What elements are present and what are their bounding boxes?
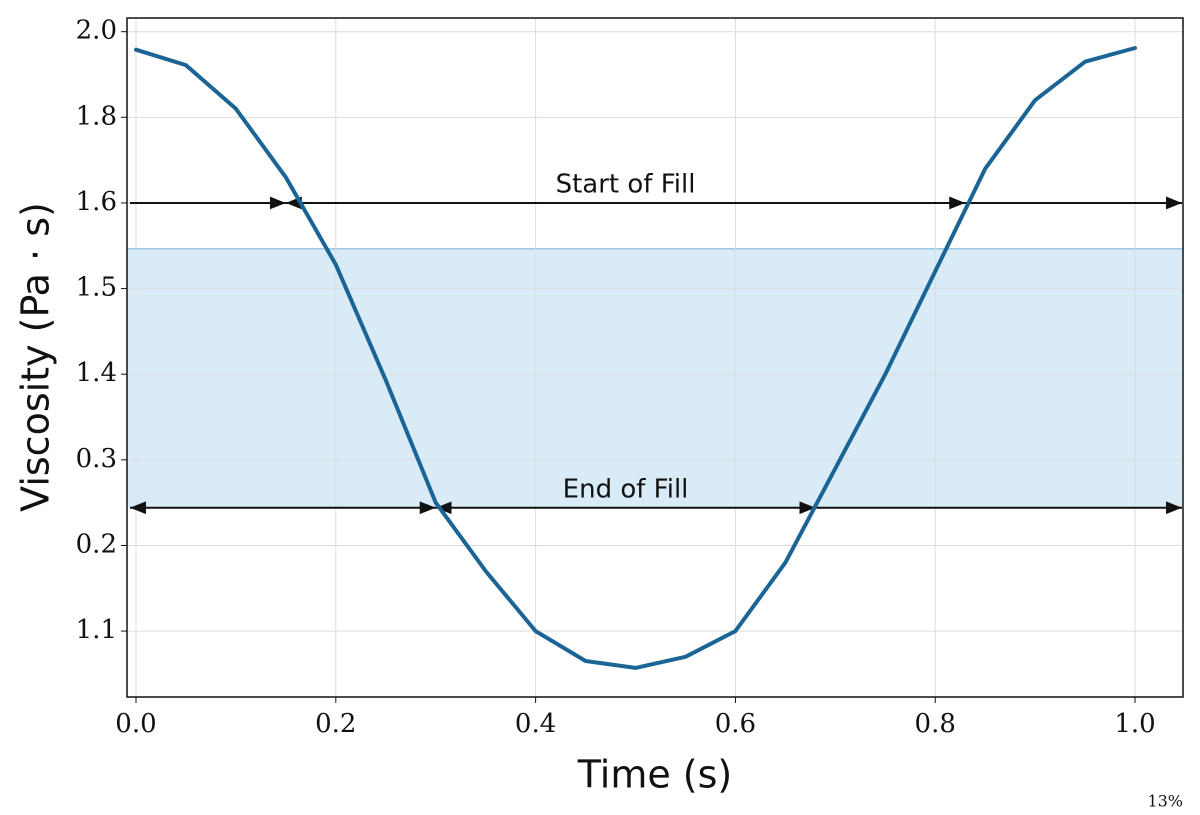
x-tick-label: 1.0 (1114, 709, 1155, 739)
annotation-text: Start of Fill (556, 169, 696, 199)
y-tick-label: 0.2 (76, 529, 117, 559)
corner-text: 13% (1147, 792, 1183, 811)
y-tick-label: 1.5 (76, 273, 117, 303)
y-tick-label: 1.4 (76, 358, 117, 388)
plot-frame (126, 17, 1184, 698)
x-axis-label: Time (s) (577, 753, 733, 797)
x-tick-label: 0.4 (515, 709, 556, 739)
y-axis-label: Viscosity (Pa · s) (14, 202, 58, 512)
x-tick-label: 0.8 (915, 709, 956, 739)
x-tick-label: 0.6 (715, 709, 756, 739)
y-tick-label: 2.0 (76, 16, 117, 46)
x-tick-label: 0.0 (115, 709, 156, 739)
annotation-text: End of Fill (563, 474, 689, 504)
y-tick-label: 1.1 (76, 615, 117, 645)
y-tick-label: 1.6 (76, 187, 117, 217)
fill-band (127, 248, 1183, 508)
line-series (134, 46, 1137, 670)
y-tick-label: 1.8 (76, 101, 117, 131)
y-tick-label: 0.3 (76, 444, 117, 474)
x-tick-label: 0.2 (315, 709, 356, 739)
